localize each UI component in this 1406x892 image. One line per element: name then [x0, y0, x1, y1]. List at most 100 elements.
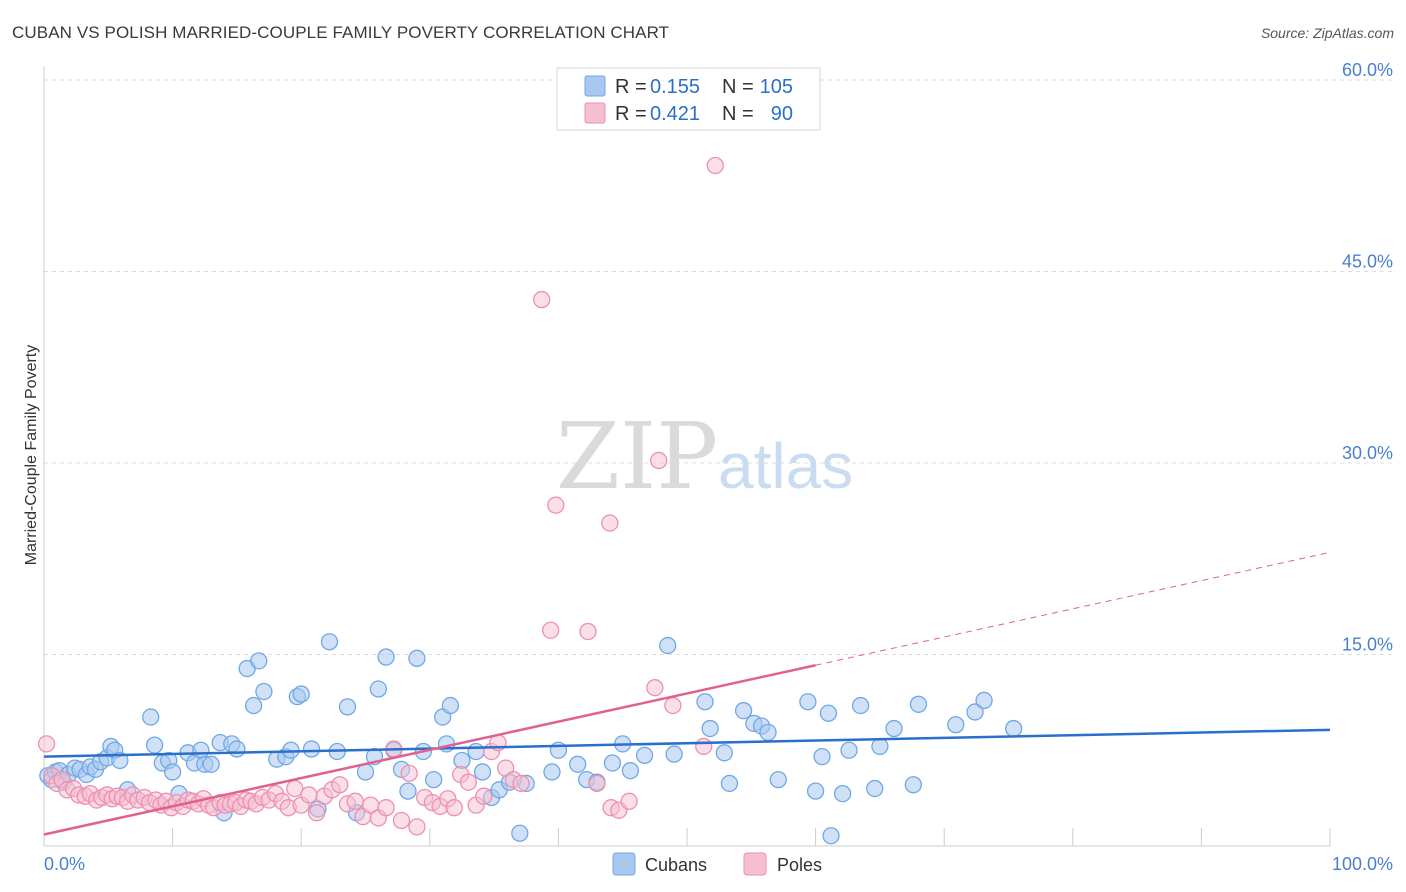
legend-row-poles: R = 0.421 N = 90 [584, 102, 793, 125]
legend-r-label: R = [615, 76, 647, 98]
cuban-point [338, 698, 357, 716]
legend-swatch-cubans [584, 75, 606, 97]
cuban-point [425, 770, 443, 789]
polish-point [533, 290, 551, 309]
cuban-point [1004, 719, 1023, 738]
cuban-point [904, 776, 922, 794]
polish-point [475, 787, 493, 805]
cuban-point [715, 744, 733, 762]
cuban-point [302, 740, 321, 758]
polish-point [706, 156, 724, 175]
x-tick-label: 0.0% [44, 854, 85, 874]
cuban-point [244, 696, 263, 715]
cuban-point [320, 633, 339, 651]
cuban-point [659, 636, 677, 655]
cuban-point [163, 763, 182, 781]
cuban-point [759, 723, 777, 742]
cuban-point [975, 691, 993, 710]
legend-n-label: N = [722, 76, 754, 98]
polish-point [601, 514, 619, 532]
cuban-point [822, 827, 840, 845]
cuban-point [806, 782, 825, 800]
cuban-point [909, 695, 928, 713]
chart-title: CUBAN VS POLISH MARRIED-COUPLE FAMILY PO… [12, 23, 670, 42]
chart-source: Source: ZipAtlas.com [1260, 25, 1394, 41]
polish-point [650, 451, 668, 470]
polish-point [346, 792, 364, 810]
cuban-point [377, 648, 395, 666]
legend-label-cubans: Cubans [645, 855, 707, 875]
legend-r-value: 0.155 [650, 76, 700, 98]
cuban-point [840, 741, 858, 759]
grid [44, 79, 1392, 655]
polish-point [512, 774, 530, 793]
cuban-point [255, 682, 273, 701]
cuban-point [885, 719, 903, 738]
cuban-point [813, 747, 831, 766]
cuban-point [866, 779, 884, 798]
polish-point [588, 774, 606, 793]
legend-swatch-cubans [612, 852, 636, 876]
cuban-point [799, 693, 817, 711]
y-tick-label: 45.0% [1342, 252, 1393, 272]
polish-point [695, 737, 713, 756]
cuban-point [871, 737, 889, 756]
cuban-point [665, 745, 683, 763]
legend-r-value: 0.421 [650, 103, 700, 125]
cuban-point [467, 742, 485, 761]
cuban-point [635, 746, 654, 765]
polish-point [307, 804, 326, 822]
legend-n-value: 105 [760, 76, 793, 98]
y-tick-label: 30.0% [1342, 443, 1393, 463]
x-tick-label: 100.0% [1332, 854, 1393, 874]
polish-point [547, 496, 565, 514]
cuban-point [603, 754, 622, 772]
cuban-point [833, 785, 852, 803]
cuban-point [441, 696, 460, 715]
cuban-point [966, 703, 984, 721]
polish-point [377, 799, 395, 817]
legend-n-value: 90 [771, 103, 793, 125]
cuban-point [734, 702, 753, 720]
cuban-point [473, 763, 492, 781]
cuban-point [228, 740, 246, 758]
cuban-point [369, 680, 388, 698]
polish-point [408, 818, 426, 836]
cuban-point [819, 704, 838, 722]
y-tick-label: 15.0% [1342, 635, 1393, 655]
cuban-point [250, 652, 268, 670]
cuban-point [399, 782, 417, 800]
legend-swatch-poles [743, 852, 767, 876]
polish-point [37, 735, 56, 753]
cuban-point [408, 649, 426, 667]
legend-n-label: N = [722, 103, 754, 125]
y-tick-label: 60.0% [1342, 60, 1393, 80]
cuban-point [696, 693, 714, 711]
polish-point [300, 786, 318, 804]
poles-trend-extension [815, 551, 1331, 666]
cuban-point [543, 763, 561, 781]
series-legend: Cubans Poles [612, 852, 822, 876]
polish-point [542, 621, 560, 639]
cuban-point [720, 774, 739, 793]
trend-lines [43, 551, 1331, 836]
polish-point [459, 773, 478, 791]
cuban-point [569, 755, 587, 773]
cuban-point [142, 708, 160, 726]
polish-point [620, 792, 638, 810]
cuban-point [851, 696, 870, 715]
legend-swatch-poles [584, 102, 606, 124]
polish-point [664, 696, 682, 715]
y-axis-label: Married-Couple Family Poverty [23, 345, 40, 566]
watermark: ZIP atlas [556, 403, 853, 510]
polish-point [445, 799, 463, 817]
cuban-point [111, 751, 129, 770]
poles-trend-line [43, 664, 816, 836]
legend-r-label: R = [615, 103, 647, 125]
legend-row-cubans: R = 0.155 N = 105 [584, 75, 793, 98]
polish-point [400, 764, 418, 782]
axes: 15.0% 30.0% 45.0% 60.0% 0.0% 100.0% [43, 60, 1393, 874]
cuban-point [202, 755, 220, 773]
cuban-point [511, 824, 529, 842]
